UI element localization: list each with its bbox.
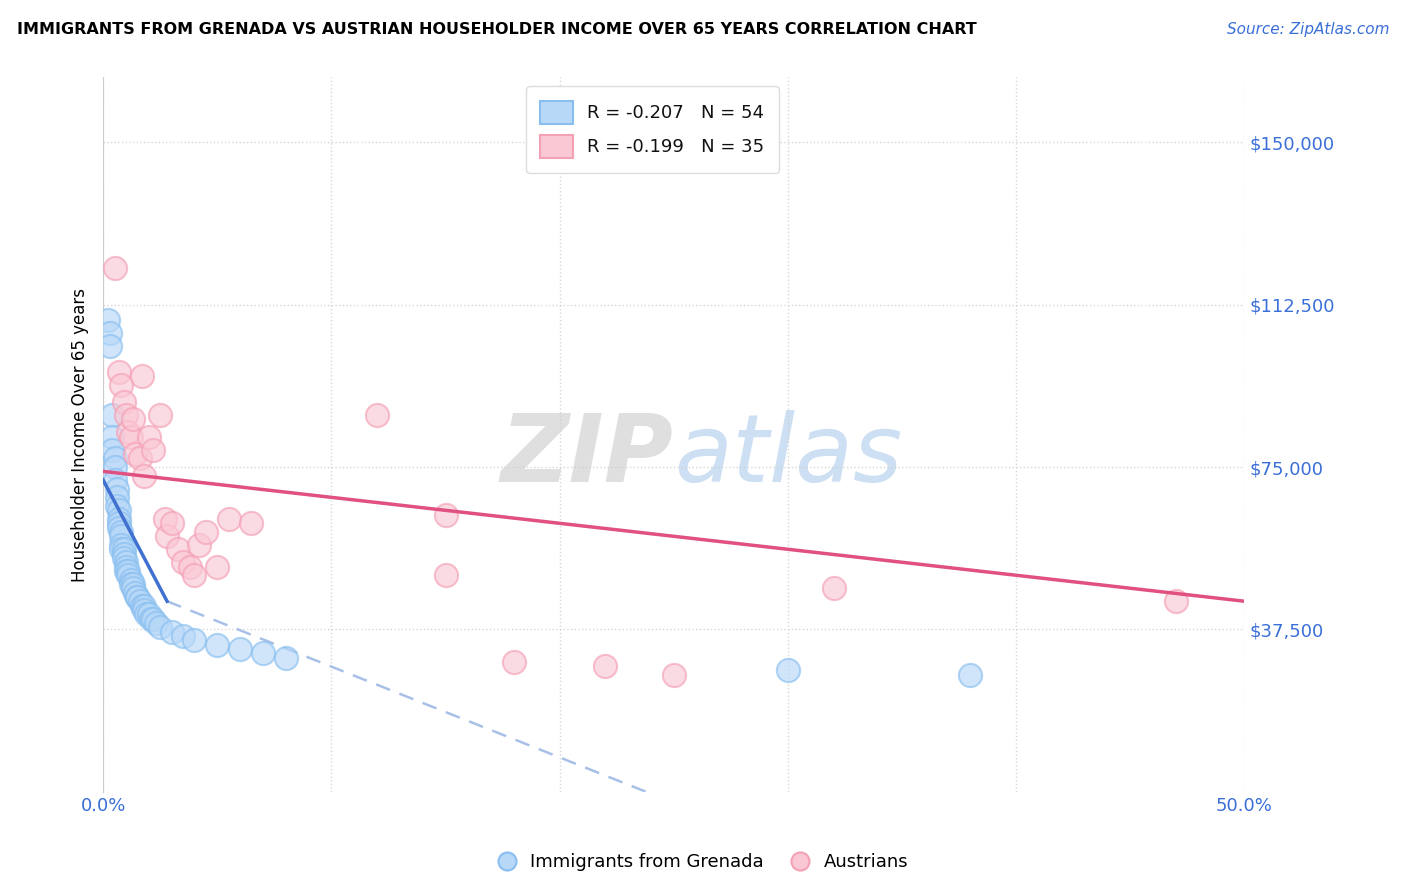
Point [160,516,183,531]
Point [127,590,149,604]
Point [110,524,132,539]
Point [101,430,124,444]
Point [117,568,139,582]
Point [131,369,153,384]
Point [959,668,981,682]
Point [662,668,685,682]
Point [149,620,172,634]
Point [117,425,139,440]
Point [138,607,160,622]
Point [207,638,229,652]
Text: Source: ZipAtlas.com: Source: ZipAtlas.com [1226,22,1389,37]
Text: ZIP: ZIP [501,410,673,502]
Point [108,521,131,535]
Legend: Immigrants from Grenada, Austrians: Immigrants from Grenada, Austrians [491,847,915,879]
Point [108,516,131,531]
Point [108,365,131,379]
Point [115,559,138,574]
Point [160,624,183,639]
Point [105,499,128,513]
Point [110,538,132,552]
Point [117,564,139,578]
Point [124,447,146,461]
Point [183,568,205,582]
Point [121,581,143,595]
Point [120,577,142,591]
Point [135,607,157,622]
Point [115,555,138,569]
Point [108,512,131,526]
Point [103,260,125,275]
Point [103,473,125,487]
Point [149,408,172,422]
Point [1164,594,1187,608]
Point [776,664,799,678]
Point [120,430,142,444]
Point [115,564,138,578]
Point [366,408,388,422]
Point [128,594,150,608]
Point [110,542,132,557]
Point [194,524,217,539]
Point [131,599,153,613]
Point [183,633,205,648]
Point [153,512,176,526]
Point [127,590,149,604]
Text: IMMIGRANTS FROM GRENADA VS AUSTRIAN HOUSEHOLDER INCOME OVER 65 YEARS CORRELATION: IMMIGRANTS FROM GRENADA VS AUSTRIAN HOUS… [17,22,977,37]
Point [120,573,142,587]
Point [98,326,121,340]
Text: atlas: atlas [673,410,903,501]
Point [112,395,135,409]
Point [218,512,240,526]
Point [595,659,617,673]
Point [138,430,160,444]
Point [108,503,131,517]
Point [103,460,125,475]
Point [229,641,252,656]
Point [128,451,150,466]
Point [105,491,128,505]
Point [240,516,263,531]
Point [97,313,120,327]
Point [142,442,165,457]
Point [124,585,146,599]
Point [167,542,190,557]
Point [503,655,526,669]
Point [823,581,845,595]
Point [188,538,211,552]
Point [134,599,156,613]
Point [105,482,128,496]
Point [134,603,156,617]
Point [434,508,457,522]
Point [207,559,229,574]
Point [252,646,274,660]
Point [142,611,165,625]
Point [112,547,135,561]
Point [110,377,132,392]
Legend: R = -0.207   N = 54, R = -0.199   N = 35: R = -0.207 N = 54, R = -0.199 N = 35 [526,87,779,172]
Point [434,568,457,582]
Point [101,442,124,457]
Point [112,542,135,557]
Point [274,650,297,665]
Point [115,408,138,422]
Point [110,529,132,543]
Point [179,559,201,574]
Point [121,577,143,591]
Point [98,339,121,353]
Y-axis label: Householder Income Over 65 years: Householder Income Over 65 years [72,287,89,582]
Point [156,529,179,543]
Point [139,611,162,625]
Point [112,550,135,565]
Point [134,468,156,483]
Point [172,555,194,569]
Point [121,412,143,426]
Point [101,408,124,422]
Point [172,629,194,643]
Point [145,615,167,630]
Point [103,451,125,466]
